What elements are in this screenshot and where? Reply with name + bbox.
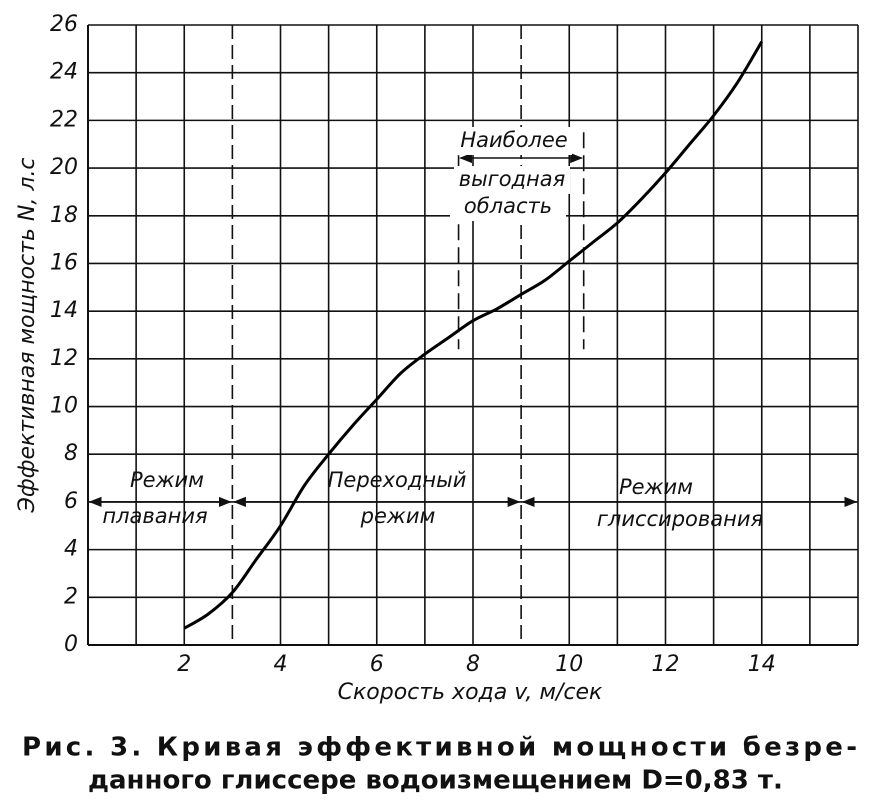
caption-line: Рис. 3. Кривая эффективной мощности безр… — [22, 733, 857, 763]
y-tick-label: 24 — [50, 60, 78, 85]
label-background — [454, 166, 570, 194]
regime-label: Режим — [130, 468, 204, 492]
y-tick-label: 22 — [50, 107, 78, 132]
y-tick-label: 2 — [64, 584, 78, 609]
x-tick-label: 8 — [466, 652, 480, 677]
x-tick-label: 10 — [555, 652, 583, 677]
x-axis-label: Скорость хода v, м/сек — [338, 680, 603, 705]
y-tick-label: 4 — [64, 537, 78, 562]
regime-label: плавания — [102, 504, 207, 528]
curve — [183, 40, 764, 630]
y-tick-label: 16 — [50, 250, 78, 275]
x-tick-label: 2 — [177, 652, 191, 677]
regime-label: режим — [360, 504, 436, 528]
optimal-label: выгодная — [459, 167, 566, 191]
x-tick-label: 12 — [652, 652, 680, 677]
y-tick-label: 26 — [50, 12, 78, 37]
y-tick-label: 20 — [50, 155, 78, 180]
regime-label: глиссирования — [597, 507, 763, 531]
x-tick-label: 14 — [748, 652, 776, 677]
optimal-label: Наиболее — [460, 128, 567, 152]
y-tick-label: 12 — [50, 346, 78, 371]
y-tick-label: 10 — [50, 394, 78, 419]
y-axis-label: Эффективная мощность N, л.с — [15, 157, 40, 513]
y-tick-label: 0 — [64, 632, 78, 657]
label-background — [456, 127, 572, 155]
y-tick-label: 8 — [64, 441, 78, 466]
regime-label: Переходный — [328, 468, 467, 492]
x-tick-label: 4 — [274, 652, 288, 677]
x-tick-label: 6 — [370, 652, 384, 677]
regime-label: Режим — [619, 475, 693, 499]
label-background — [450, 193, 566, 221]
caption-line: данного глиссере водоизмещением D=0,83 т… — [88, 766, 783, 796]
y-tick-label: 6 — [64, 489, 78, 514]
y-tick-label: 14 — [50, 298, 78, 323]
optimal-label: область — [464, 194, 552, 218]
y-tick-label: 18 — [50, 203, 78, 228]
